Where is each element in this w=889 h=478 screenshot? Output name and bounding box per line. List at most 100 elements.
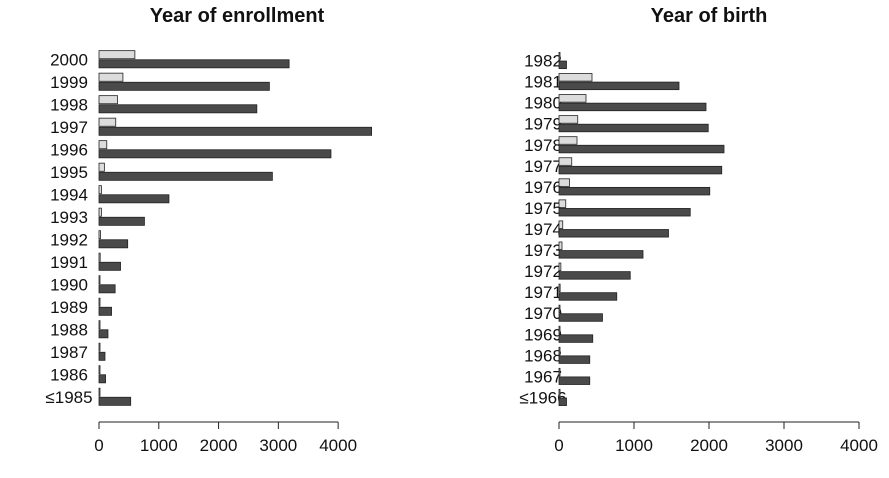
category-label: 1992: [50, 230, 88, 249]
bar-light: [98, 140, 108, 150]
bar-dark: [98, 374, 106, 384]
bar-light: [98, 230, 101, 240]
birth-panel: Year of birth 1982 1981 1980 1979 1978 1977 19…: [519, 5, 877, 455]
category-label: 1990: [50, 275, 88, 294]
bar-light: [558, 241, 563, 250]
category-label: 1973: [524, 241, 562, 260]
bar-light: [98, 50, 136, 60]
category-label: 1996: [50, 140, 88, 159]
bar-dark: [98, 104, 258, 114]
bar-light: [558, 262, 562, 272]
bar-light: [558, 220, 564, 229]
bar-light: [558, 388, 561, 398]
bar-light: [558, 94, 587, 103]
category-label: 1975: [524, 199, 562, 218]
x-tick-label: 0: [554, 436, 563, 455]
bar-dark: [558, 186, 711, 196]
bar-dark: [558, 355, 591, 364]
bar-dark: [558, 397, 567, 406]
bar-light: [558, 52, 561, 61]
bar-dark: [98, 81, 270, 91]
category-label: 1994: [50, 185, 88, 204]
x-tick-label: 0: [94, 436, 103, 455]
bar-light: [98, 365, 101, 375]
bar-dark: [558, 271, 631, 280]
bar-dark: [98, 194, 170, 204]
category-label: 1982: [524, 52, 562, 71]
bar-light: [98, 207, 102, 217]
category-label: 1998: [50, 95, 88, 114]
category-label: 2000: [50, 50, 88, 69]
bar-light: [558, 115, 579, 124]
bar-light: [558, 283, 561, 293]
bar-light: [98, 252, 101, 262]
bar-dark: [558, 376, 591, 385]
bar-light: [558, 178, 570, 187]
bar-light: [98, 162, 105, 172]
bar-dark: [98, 149, 332, 159]
category-label: 1993: [50, 208, 88, 227]
bar-light: [558, 367, 561, 377]
bar-dark: [558, 102, 707, 112]
bar-light: [98, 95, 118, 105]
category-label: 1988: [50, 320, 88, 339]
x-tick-label: 4000: [319, 436, 357, 455]
x-tick-label: 2000: [200, 436, 238, 455]
category-label: 1969: [524, 325, 562, 344]
bar-light: [558, 157, 573, 166]
bar-dark: [558, 123, 709, 133]
bar-light: [558, 346, 561, 356]
category-label: 1971: [524, 283, 562, 302]
category-label: 1981: [524, 73, 562, 92]
bar-dark: [98, 396, 132, 406]
bar-dark: [558, 165, 723, 175]
category-label: 1986: [50, 365, 88, 384]
bar-light: [98, 117, 117, 127]
x-tick-label: 3000: [765, 436, 803, 455]
bar-dark: [558, 60, 567, 70]
bar-dark: [98, 59, 290, 69]
bar-light: [98, 72, 124, 82]
category-label: 1970: [524, 304, 562, 323]
bar-light: [98, 342, 101, 352]
bar-dark: [98, 261, 121, 271]
birth-title: Year of birth: [651, 5, 768, 27]
bar-dark: [558, 334, 594, 343]
bar-light: [98, 320, 101, 330]
bar-dark: [98, 126, 373, 136]
x-tick-label: 1000: [615, 436, 653, 455]
bar-dark: [98, 284, 116, 294]
category-label: 1977: [524, 157, 562, 176]
category-label: 1980: [524, 94, 562, 113]
bar-light: [98, 387, 101, 397]
category-label: ≤1966: [519, 388, 566, 407]
bar-dark: [98, 329, 109, 339]
category-label: 1967: [524, 367, 562, 386]
category-label: 1987: [50, 343, 88, 362]
bar-dark: [98, 216, 145, 226]
bar-dark: [558, 229, 669, 238]
enrollment-title: Year of enrollment: [150, 5, 325, 27]
x-tick-label: 2000: [690, 436, 728, 455]
x-tick-label: 4000: [840, 436, 878, 455]
bar-light: [558, 199, 567, 208]
x-tick-label: 3000: [259, 436, 297, 455]
x-tick-label: 1000: [140, 436, 178, 455]
enrollment-panel: Year of enrollment 2000 1999 1998 1997 1996 1…: [45, 5, 373, 455]
bar-dark: [558, 292, 618, 301]
bar-light: [558, 136, 578, 145]
category-label: 1991: [50, 253, 88, 272]
bar-dark: [558, 313, 603, 322]
category-label: 1995: [50, 163, 88, 182]
bar-light: [98, 297, 101, 307]
bar-light: [558, 325, 561, 335]
bar-light: [558, 304, 561, 314]
bar-dark: [558, 250, 644, 259]
category-label: ≤1985: [45, 388, 92, 407]
category-label: 1972: [524, 262, 562, 281]
category-label: 1989: [50, 298, 88, 317]
category-label: 1979: [524, 115, 562, 134]
category-label: 1968: [524, 346, 562, 365]
bar-dark: [558, 81, 680, 91]
